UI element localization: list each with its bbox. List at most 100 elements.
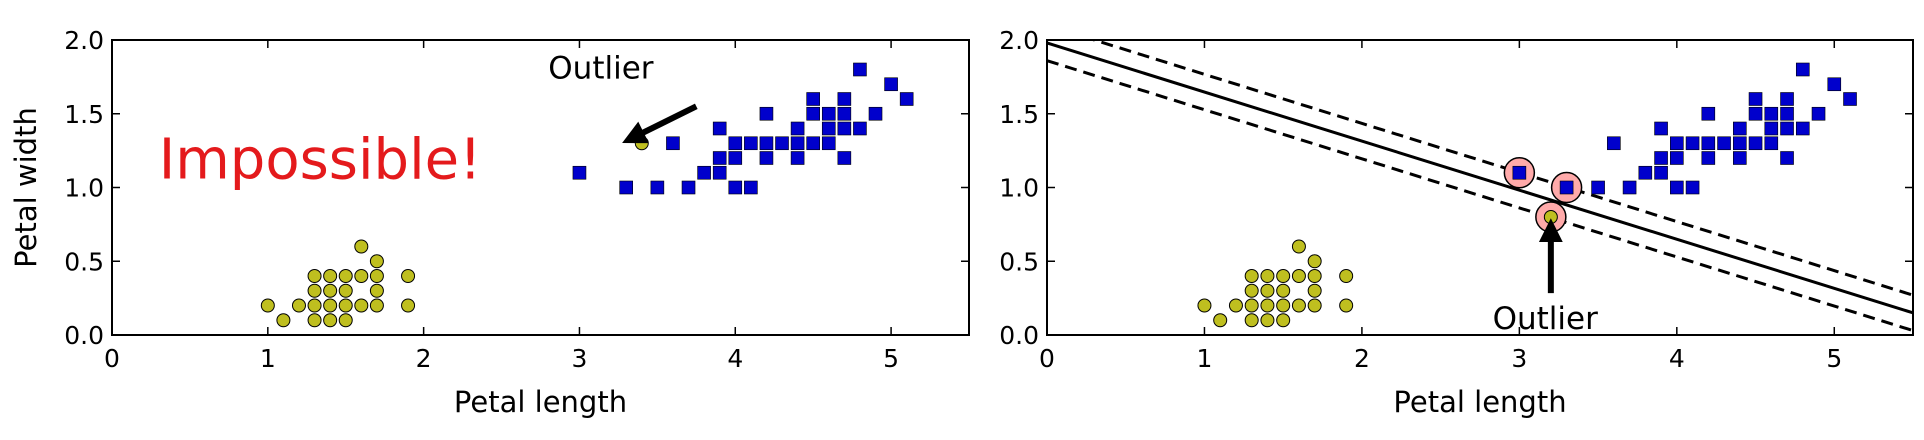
data-point-square: [1670, 151, 1684, 165]
data-point-square: [821, 106, 836, 121]
data-point-square: [744, 180, 758, 195]
data-point-circle: [1244, 313, 1259, 328]
x-tick-label: 2: [416, 344, 432, 373]
data-point-square: [744, 136, 758, 151]
data-point-circle: [1307, 283, 1322, 298]
y-tick-label: 0.0: [64, 321, 104, 350]
data-point-circle: [1291, 239, 1306, 254]
data-point-square: [884, 77, 898, 92]
data-point-circle: [369, 283, 384, 298]
y-tick-label: 2.0: [64, 26, 104, 55]
x-tick-label: 0: [104, 344, 120, 373]
data-point-circle: [1244, 298, 1259, 313]
data-point-circle: [307, 298, 322, 313]
data-point-circle: [323, 269, 338, 283]
data-point-square: [1654, 165, 1668, 180]
annotation-arrow: [622, 103, 698, 144]
data-point-square: [681, 180, 696, 195]
data-point-square: [1795, 62, 1810, 77]
data-point-circle: [401, 298, 416, 313]
chart-panel-1: 0 1 2 3 4 5 0.0 0.5 1.0 1.5 2.0 Petal length Petal w…: [9, 26, 970, 419]
data-point-circle: [1291, 298, 1306, 313]
x-axis-label: Petal length: [1393, 385, 1566, 419]
data-point-square: [1701, 151, 1716, 165]
data-point-square: [790, 121, 805, 136]
data-point-square: [1512, 165, 1527, 180]
data-point-square: [853, 62, 867, 77]
data-point-square: [697, 165, 711, 180]
x-tick-label: 1: [260, 344, 276, 373]
data-point-square: [619, 180, 634, 195]
data-point-circle: [1307, 269, 1322, 283]
data-point-square: [1733, 136, 1747, 151]
data-point-square: [1591, 180, 1605, 195]
data-point-square: [1622, 180, 1637, 195]
data-point-square: [1748, 106, 1763, 121]
data-point-square: [837, 106, 852, 121]
y-tick-label: 1.0: [999, 174, 1039, 203]
x-axis-label: Petal length: [454, 385, 627, 419]
data-point-square: [821, 121, 836, 136]
data-point-circle: [401, 269, 416, 283]
data-point-square: [1685, 180, 1700, 195]
data-point-square: [1748, 136, 1763, 151]
data-point-circle: [1213, 313, 1228, 328]
data-point-circle: [338, 283, 353, 298]
data-point-circle: [323, 283, 338, 298]
y-tick-label: 0.5: [999, 247, 1039, 276]
data-point-square: [759, 151, 774, 165]
data-point-square: [1780, 106, 1794, 121]
data-point-square: [790, 136, 805, 151]
data-point-square: [1827, 77, 1842, 92]
y-tick-label: 1.5: [64, 100, 104, 129]
data-point-circle: [291, 298, 306, 313]
data-point-square: [1843, 92, 1857, 106]
data-point-circle: [1339, 269, 1354, 283]
data-point-square: [759, 106, 774, 121]
data-point-square: [1717, 136, 1731, 151]
chart-panel-2: 0 1 2 3 4 5 0.0 0.5 1.0 1.5 2.0 Petal length Outlier: [999, 26, 1914, 419]
data-point-circle: [338, 313, 353, 328]
data-point-square: [1685, 136, 1700, 151]
data-point-circle: [260, 298, 275, 313]
data-point-square: [806, 106, 820, 121]
y-tick-label: 2.0: [999, 26, 1039, 55]
y-tick-label: 1.0: [64, 174, 104, 203]
data-point-circle: [1260, 283, 1275, 298]
y-axis-label: Petal width: [9, 107, 43, 268]
data-point-square: [1654, 121, 1668, 136]
data-point-square: [1638, 165, 1653, 180]
data-point-square: [728, 151, 743, 165]
data-point-circle: [1260, 298, 1275, 313]
data-point-circle: [354, 239, 369, 254]
data-point-square: [1764, 136, 1779, 151]
annotation-impossible: Impossible!: [159, 128, 482, 193]
data-point-circle: [1244, 269, 1259, 283]
data-point-square: [1780, 92, 1794, 106]
plot-area: [260, 62, 914, 328]
data-point-square: [775, 136, 789, 151]
data-point-square: [712, 165, 727, 180]
data-point-circle: [338, 269, 353, 283]
data-point-square: [572, 165, 587, 180]
data-point-square: [1654, 151, 1668, 165]
data-point-circle: [1276, 298, 1291, 313]
data-point-circle: [369, 254, 384, 269]
data-point-square: [1701, 136, 1716, 151]
data-point-circle: [1307, 298, 1322, 313]
data-point-square: [821, 136, 836, 151]
data-point-square: [1780, 151, 1794, 165]
data-point-square: [837, 121, 852, 136]
x-tick-label: 1: [1197, 344, 1213, 373]
x-tick-label: 4: [727, 344, 743, 373]
data-point-circle: [1339, 298, 1354, 313]
data-point-square: [1811, 106, 1826, 121]
data-point-circle: [1197, 298, 1212, 313]
data-point-circle: [1307, 254, 1322, 269]
x-tick-label: 2: [1354, 344, 1370, 373]
x-tick-label: 4: [1669, 344, 1685, 373]
data-point-circle: [1260, 269, 1275, 283]
data-point-square: [759, 136, 774, 151]
data-point-circle: [1276, 283, 1291, 298]
